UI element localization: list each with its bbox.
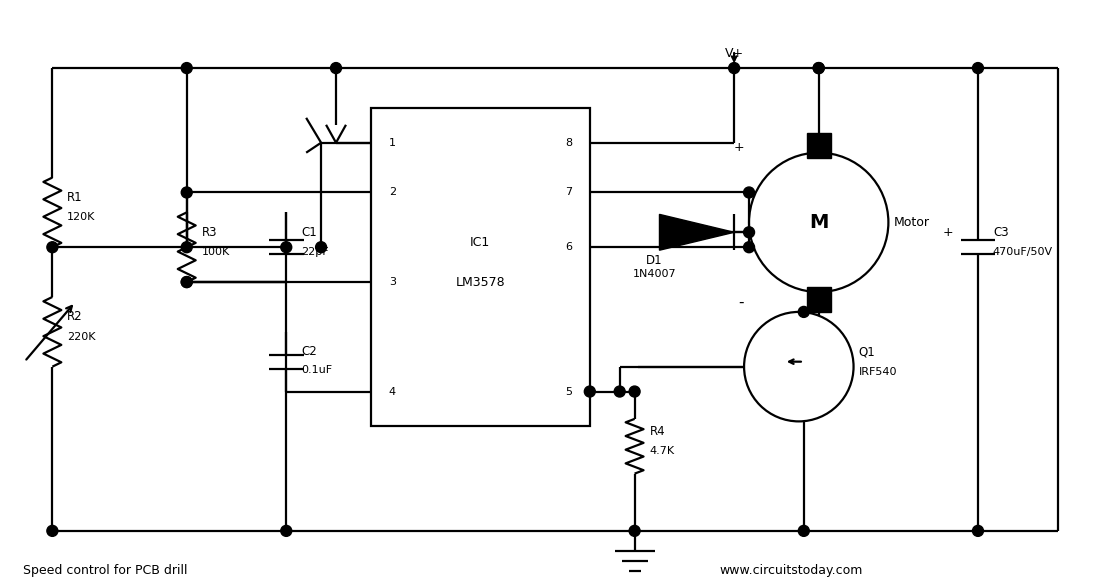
- Circle shape: [316, 242, 327, 252]
- Text: M: M: [808, 213, 828, 232]
- Circle shape: [182, 242, 192, 252]
- Text: D1: D1: [646, 254, 663, 266]
- Text: 5: 5: [565, 386, 572, 397]
- Circle shape: [584, 386, 595, 397]
- Bar: [806, 133, 830, 158]
- Text: V+: V+: [725, 46, 744, 60]
- Circle shape: [972, 525, 983, 537]
- Text: IC1: IC1: [470, 236, 491, 249]
- Circle shape: [799, 306, 810, 318]
- Text: www.circuitstoday.com: www.circuitstoday.com: [719, 564, 862, 577]
- Text: R2: R2: [67, 311, 82, 323]
- Bar: [371, 108, 590, 426]
- Circle shape: [182, 276, 192, 288]
- Text: 7: 7: [564, 187, 572, 197]
- Circle shape: [744, 187, 755, 198]
- Text: Motor: Motor: [893, 216, 930, 229]
- Circle shape: [744, 227, 755, 238]
- Circle shape: [280, 525, 292, 537]
- Circle shape: [744, 312, 854, 421]
- Text: 4: 4: [388, 386, 396, 397]
- Circle shape: [330, 63, 341, 73]
- Text: 4.7K: 4.7K: [649, 446, 674, 456]
- Text: R4: R4: [649, 425, 666, 438]
- Circle shape: [799, 525, 810, 537]
- Text: 22pF: 22pF: [301, 247, 329, 257]
- Circle shape: [280, 242, 292, 252]
- Text: 1: 1: [388, 138, 396, 148]
- Text: +: +: [734, 141, 744, 154]
- Circle shape: [629, 525, 640, 537]
- Circle shape: [182, 187, 192, 198]
- Circle shape: [182, 276, 192, 288]
- Text: 0.1uF: 0.1uF: [301, 365, 332, 375]
- Text: 220K: 220K: [67, 332, 96, 342]
- Circle shape: [47, 525, 58, 537]
- Text: 120K: 120K: [67, 212, 96, 222]
- Text: 3: 3: [388, 277, 396, 287]
- Text: 100K: 100K: [201, 247, 230, 257]
- Text: +: +: [943, 226, 953, 239]
- Text: C3: C3: [993, 226, 1009, 239]
- Circle shape: [629, 386, 640, 397]
- Text: IRF540: IRF540: [858, 367, 896, 377]
- Circle shape: [813, 63, 824, 73]
- Circle shape: [728, 63, 739, 73]
- Text: LM3578: LM3578: [455, 275, 505, 289]
- Circle shape: [749, 153, 889, 292]
- Text: 6: 6: [565, 242, 572, 252]
- Circle shape: [972, 63, 983, 73]
- Bar: [806, 287, 830, 312]
- Text: 1N4007: 1N4007: [632, 269, 676, 279]
- Text: Speed control for PCB drill: Speed control for PCB drill: [22, 564, 187, 577]
- Circle shape: [182, 63, 192, 73]
- Text: 8: 8: [564, 138, 572, 148]
- Circle shape: [813, 63, 824, 73]
- Polygon shape: [660, 214, 734, 250]
- Text: R1: R1: [67, 191, 82, 204]
- Text: -: -: [738, 295, 744, 309]
- Text: C2: C2: [301, 345, 317, 358]
- Circle shape: [744, 242, 755, 252]
- Circle shape: [47, 242, 58, 252]
- Text: 470uF/50V: 470uF/50V: [993, 247, 1053, 257]
- Text: Q1: Q1: [858, 345, 876, 358]
- Circle shape: [614, 386, 625, 397]
- Text: 2: 2: [388, 187, 396, 197]
- Text: R3: R3: [201, 226, 217, 239]
- Text: C1: C1: [301, 226, 317, 239]
